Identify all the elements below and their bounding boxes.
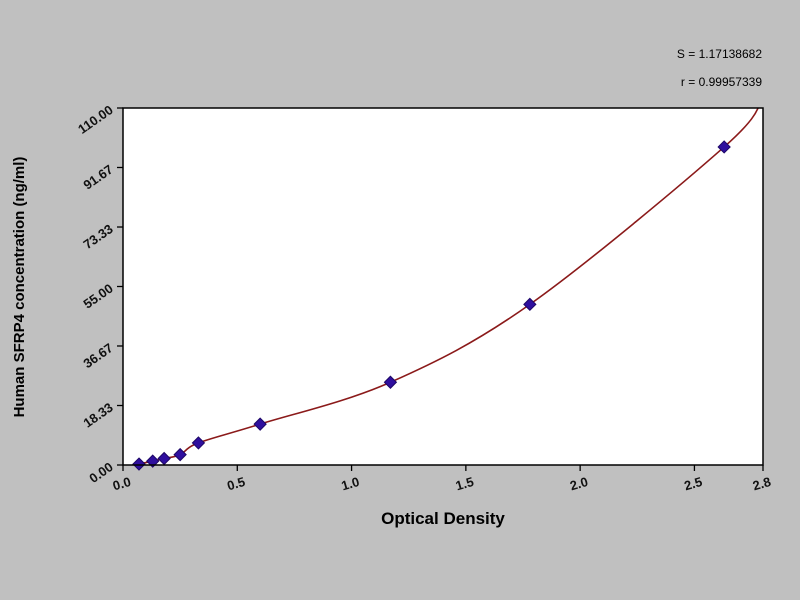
data-point-diamond: [253, 417, 267, 431]
x-tick-label: 2.5: [682, 474, 704, 493]
x-tick-label: 1.5: [454, 474, 476, 493]
stat-standard-error: S = 1.17138682: [677, 47, 762, 61]
data-point-diamond: [146, 454, 160, 468]
data-point-diamond: [191, 436, 206, 450]
stat-correlation: r = 0.99957339: [681, 75, 762, 89]
plot-area: [123, 108, 763, 465]
data-point-diamond: [132, 457, 146, 471]
data-point-layer: [132, 140, 731, 471]
x-tick-label: 2.8: [751, 474, 773, 493]
plot-frame: [122, 107, 764, 466]
x-tick-label: 0.5: [225, 474, 247, 493]
y-axis-title: Human SFRP4 concentration (ng/ml): [11, 157, 28, 418]
x-tick-label: 1.0: [340, 474, 362, 493]
x-tick-label: 2.0: [568, 474, 590, 493]
data-point-diamond: [383, 375, 398, 389]
data-point-diamond: [523, 297, 537, 312]
x-axis-title: Optical Density: [381, 509, 505, 528]
data-point-diamond: [173, 447, 187, 462]
data-point-diamond: [717, 140, 731, 154]
x-tick-label: 0.0: [111, 474, 133, 493]
